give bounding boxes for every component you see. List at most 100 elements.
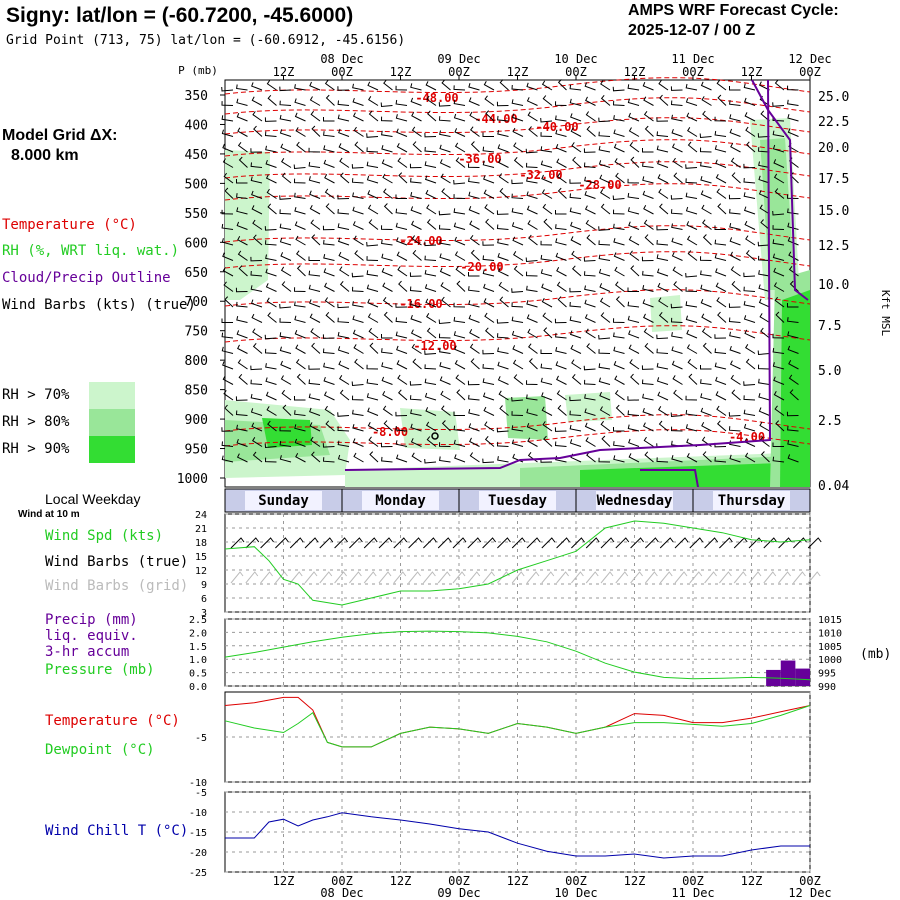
wind-barb-true: [260, 537, 274, 549]
wind-barb: [584, 190, 596, 199]
wind-barb: [425, 407, 437, 416]
weekday-label: Thursday: [718, 493, 786, 509]
bottom-date-label: 10 Dec: [554, 886, 597, 900]
wind-barb: [469, 220, 480, 230]
wind-barb: [556, 158, 567, 168]
wind-barb: [657, 159, 669, 168]
wind-barb-grid: [645, 571, 658, 584]
wind-barb: [700, 190, 712, 199]
temperature-contour-label: -20.00: [460, 260, 503, 274]
temperature-isotherm: [224, 289, 811, 307]
wind-barb: [570, 127, 582, 137]
wind-barb: [279, 223, 292, 230]
wind-barb: [627, 98, 640, 106]
wind-barb: [395, 114, 408, 122]
wind-barb: [658, 203, 669, 215]
wind-barb: [453, 208, 466, 215]
temperature-contour-label: -24.00: [399, 234, 442, 248]
wind-barb: [729, 440, 741, 447]
wind-barb: [685, 192, 698, 199]
wind-barb: [686, 344, 698, 354]
wind-barb: [310, 219, 321, 230]
wind-barb: [424, 364, 437, 370]
wind-barb-grid: [334, 571, 347, 584]
wind-barb: [264, 117, 277, 122]
wind-barb: [236, 207, 248, 215]
wind-barb: [643, 111, 654, 122]
wind-barb: [787, 331, 799, 339]
wind-barb: [598, 117, 611, 123]
wind-barb: [468, 286, 480, 292]
wind-barb: [513, 265, 524, 277]
wind-barb: [699, 256, 712, 261]
wind-barb: [337, 331, 350, 339]
wind-barb-true: [719, 537, 733, 549]
wind-barb: [352, 424, 364, 432]
wind-barb-grid: [541, 571, 555, 584]
wind-barb: [369, 342, 379, 354]
wind-barb: [613, 346, 625, 354]
wind-barb: [236, 98, 248, 106]
wind-barb: [743, 409, 756, 416]
wind-barb-true: [793, 537, 807, 549]
wind-barb: [294, 221, 306, 230]
wind-barb-true: [378, 537, 393, 549]
precip-tick: 1.5: [189, 642, 207, 653]
wind-barb: [366, 175, 379, 184]
wind-barb: [250, 162, 263, 168]
wind-barb: [758, 378, 770, 385]
wind-barb: [250, 393, 263, 401]
wind-barb: [628, 453, 640, 463]
wind-barb: [511, 396, 524, 402]
wind-barb: [250, 176, 263, 184]
wind-barb-grid: [719, 571, 732, 584]
wind-barb: [410, 423, 422, 432]
wind-barb: [412, 141, 422, 153]
wind-barb: [453, 425, 466, 432]
wind-barb: [440, 173, 451, 184]
wind-barb: [526, 191, 538, 199]
wind-barb: [425, 81, 437, 91]
wind-barb: [396, 237, 408, 246]
wind-barb: [426, 218, 437, 230]
wind-barb: [352, 97, 364, 106]
wind-barb: [382, 173, 393, 184]
pressure-tick: 1010: [818, 628, 842, 639]
wind-barb: [657, 174, 669, 184]
rh-90-label: RH > 90%: [2, 441, 70, 457]
wind-barb: [280, 266, 292, 277]
wind-barb: [424, 161, 437, 168]
wind-barb: [295, 453, 306, 463]
wind-barb: [482, 269, 495, 277]
wind-barb: [395, 85, 408, 91]
wind-barb: [569, 396, 582, 402]
wind-barb: [643, 436, 654, 447]
wind-barb: [600, 312, 611, 323]
wind-barb: [252, 234, 263, 246]
wind-barb: [729, 114, 741, 122]
wind-barb: [310, 451, 321, 463]
wind-barb-grid: [585, 571, 599, 584]
wind-barb: [786, 194, 799, 199]
weekday-highlight: [479, 491, 556, 510]
wind-barb: [613, 238, 625, 246]
wind-barb: [483, 175, 495, 184]
wind-barb: [787, 454, 799, 463]
wind-barb: [760, 451, 770, 463]
wind-barb: [526, 205, 538, 215]
wind-barb: [627, 424, 640, 432]
wind-barb: [527, 437, 538, 447]
wind-barb: [279, 114, 292, 122]
wind-barb: [555, 210, 567, 215]
wind-barb: [441, 420, 451, 432]
wind-barb: [583, 379, 596, 385]
cycle-value: 2025-12-07 / 00 Z: [628, 22, 756, 39]
wind-barb: [308, 270, 321, 277]
wind-barb: [454, 142, 466, 153]
local-weekday-label: Local Weekday: [45, 491, 141, 507]
wind-barb: [775, 420, 785, 432]
wind-barb: [295, 235, 306, 246]
wind-barb: [324, 188, 335, 199]
wind-barb: [497, 267, 509, 277]
wind-barb: [482, 132, 494, 137]
